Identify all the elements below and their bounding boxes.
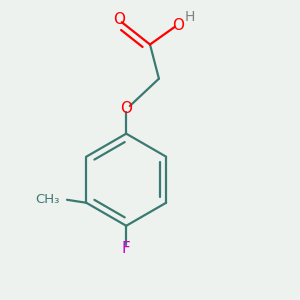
Text: O: O — [120, 101, 132, 116]
Text: O: O — [113, 12, 125, 27]
Text: O: O — [172, 18, 184, 33]
Text: F: F — [122, 241, 130, 256]
Text: H: H — [184, 10, 195, 24]
Text: CH₃: CH₃ — [35, 193, 60, 206]
